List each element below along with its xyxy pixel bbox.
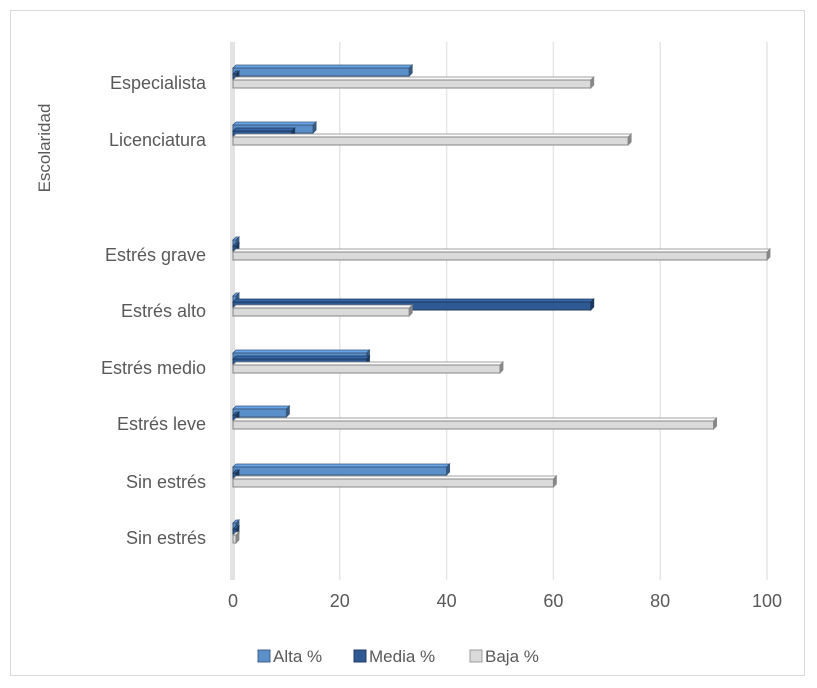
bar-side bbox=[446, 463, 451, 476]
category-label: Estrés leve bbox=[117, 414, 206, 434]
category-label: Estrés grave bbox=[105, 245, 206, 265]
bar-front bbox=[232, 534, 237, 544]
bar-front bbox=[232, 79, 592, 89]
y-axis-title: Escolaridad bbox=[35, 104, 54, 193]
bar bbox=[232, 405, 291, 418]
bar-front bbox=[232, 364, 501, 374]
bar-side bbox=[590, 298, 595, 311]
bar-side bbox=[408, 64, 413, 77]
x-tick-label: 60 bbox=[543, 591, 563, 611]
bar-side bbox=[627, 133, 632, 146]
category-label: Especialista bbox=[110, 73, 207, 93]
chart-frame bbox=[10, 10, 805, 676]
x-tick-label: 40 bbox=[437, 591, 457, 611]
legend: Alta % Media % Baja % bbox=[257, 647, 539, 666]
bar bbox=[232, 463, 451, 476]
bar-front bbox=[232, 307, 410, 317]
bar bbox=[232, 133, 633, 146]
bar bbox=[232, 361, 504, 374]
x-tick-labels: 0 20 40 60 80 100 bbox=[228, 591, 782, 611]
bar-side bbox=[766, 248, 771, 261]
legend-label: Media % bbox=[369, 647, 435, 666]
legend-label: Alta % bbox=[273, 647, 322, 666]
x-tick-label: 0 bbox=[228, 591, 238, 611]
bar-front bbox=[232, 67, 410, 77]
bar bbox=[232, 417, 718, 430]
x-tick-label: 20 bbox=[330, 591, 350, 611]
bar-side bbox=[499, 361, 504, 374]
x-tick-label: 80 bbox=[650, 591, 670, 611]
legend-swatch bbox=[257, 649, 271, 663]
bar bbox=[232, 531, 240, 544]
category-labels: Especialista Licenciatura Estrés grave Estr… bbox=[101, 73, 207, 548]
legend-item: Media % bbox=[353, 647, 435, 666]
bar bbox=[232, 64, 414, 77]
bar-side bbox=[235, 531, 240, 544]
bar-side bbox=[590, 76, 595, 89]
category-label: Licenciatura bbox=[109, 130, 207, 150]
bar-side bbox=[285, 405, 290, 418]
bar-front bbox=[232, 136, 629, 146]
bar-side bbox=[408, 304, 413, 317]
legend-swatch bbox=[353, 649, 367, 663]
bar-front bbox=[232, 408, 287, 418]
bar-front bbox=[232, 420, 715, 430]
bar bbox=[232, 304, 414, 317]
bar-front bbox=[232, 478, 554, 488]
bar-side bbox=[713, 417, 717, 430]
legend-label: Baja % bbox=[485, 647, 539, 666]
bar bbox=[232, 248, 771, 261]
category-label: Sin estrés bbox=[126, 472, 206, 492]
category-label: Estrés medio bbox=[101, 358, 206, 378]
legend-item: Baja % bbox=[469, 647, 539, 666]
legend-swatch bbox=[469, 649, 483, 663]
bar bbox=[232, 76, 595, 89]
bar-side bbox=[553, 475, 557, 488]
bar-front bbox=[232, 251, 768, 261]
bar-front bbox=[232, 466, 448, 476]
legend-item: Alta % bbox=[257, 647, 322, 666]
bars bbox=[232, 64, 771, 544]
bar bbox=[232, 475, 558, 488]
category-label: Estrés alto bbox=[121, 301, 206, 321]
x-tick-label: 100 bbox=[752, 591, 782, 611]
bar-side bbox=[312, 121, 317, 134]
category-label: Sin estrés bbox=[126, 528, 206, 548]
